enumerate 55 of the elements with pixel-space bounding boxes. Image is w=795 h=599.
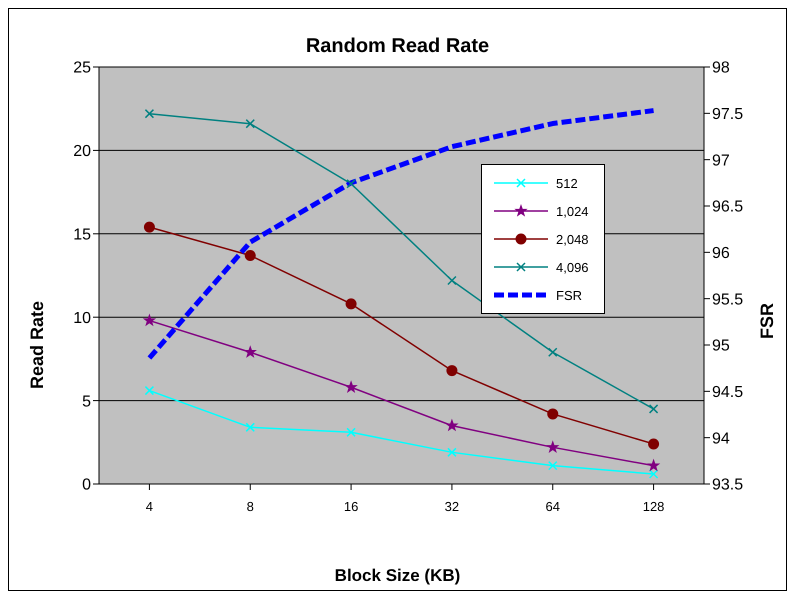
chart-title: Random Read Rate	[304, 35, 490, 58]
point	[648, 460, 660, 471]
point	[446, 420, 458, 431]
legend-label: 1,024	[556, 204, 589, 218]
point	[144, 108, 154, 118]
y-tick-label: 10	[73, 310, 92, 327]
point	[648, 469, 658, 479]
x-tick-label: 8	[246, 499, 254, 514]
point	[244, 250, 256, 261]
point	[547, 408, 558, 420]
y-tick-label: 15	[73, 226, 92, 244]
point	[246, 118, 255, 128]
legend-label: 2,048	[556, 232, 589, 246]
y2-tick-label: 94	[712, 430, 730, 448]
legend-label: 4,096	[556, 260, 589, 274]
x-tick-label: 64	[546, 499, 560, 514]
point	[346, 428, 356, 438]
legend-label: 512	[556, 176, 578, 190]
point	[447, 276, 457, 286]
y-axis-title: Read Rate	[27, 300, 48, 389]
x-tick-label: 16	[344, 499, 358, 514]
x-tick-label: 128	[642, 499, 664, 514]
y2-tick-label: 96	[712, 245, 730, 262]
y2-tick-label: 95	[712, 338, 730, 355]
point	[246, 422, 255, 432]
x-tick-label: 32	[444, 499, 460, 514]
point	[345, 381, 357, 392]
y2-tick-label: 98	[712, 60, 730, 77]
point	[548, 347, 558, 357]
legend-label: FSR	[556, 288, 582, 302]
point	[244, 346, 256, 358]
x-tick-label: 4	[146, 499, 154, 514]
point	[346, 298, 357, 310]
y2-tick-label: 95.5	[712, 291, 744, 308]
y2-tick-label: 97.5	[712, 106, 744, 124]
y2-tick-label: 93.5	[712, 476, 744, 494]
y-tick-label: 5	[82, 393, 92, 410]
y-tick-label: 25	[73, 60, 92, 77]
point	[447, 448, 457, 458]
point	[346, 179, 356, 189]
x-axis-title: Block Size (KB)	[334, 566, 462, 586]
point	[144, 386, 154, 396]
point	[446, 365, 458, 376]
point	[648, 438, 660, 450]
y2-tick-label: 94.5	[712, 384, 744, 402]
y-tick-label: 20	[73, 143, 92, 160]
point	[547, 441, 558, 452]
point	[548, 460, 558, 470]
y-tick-label: 0	[82, 476, 92, 494]
y2-tick-label: 96.5	[712, 198, 744, 216]
y2-axis-title: FSR	[757, 303, 778, 339]
y2-tick-label: 97	[712, 152, 730, 170]
point	[648, 404, 658, 414]
point	[144, 222, 155, 233]
point	[144, 314, 156, 326]
